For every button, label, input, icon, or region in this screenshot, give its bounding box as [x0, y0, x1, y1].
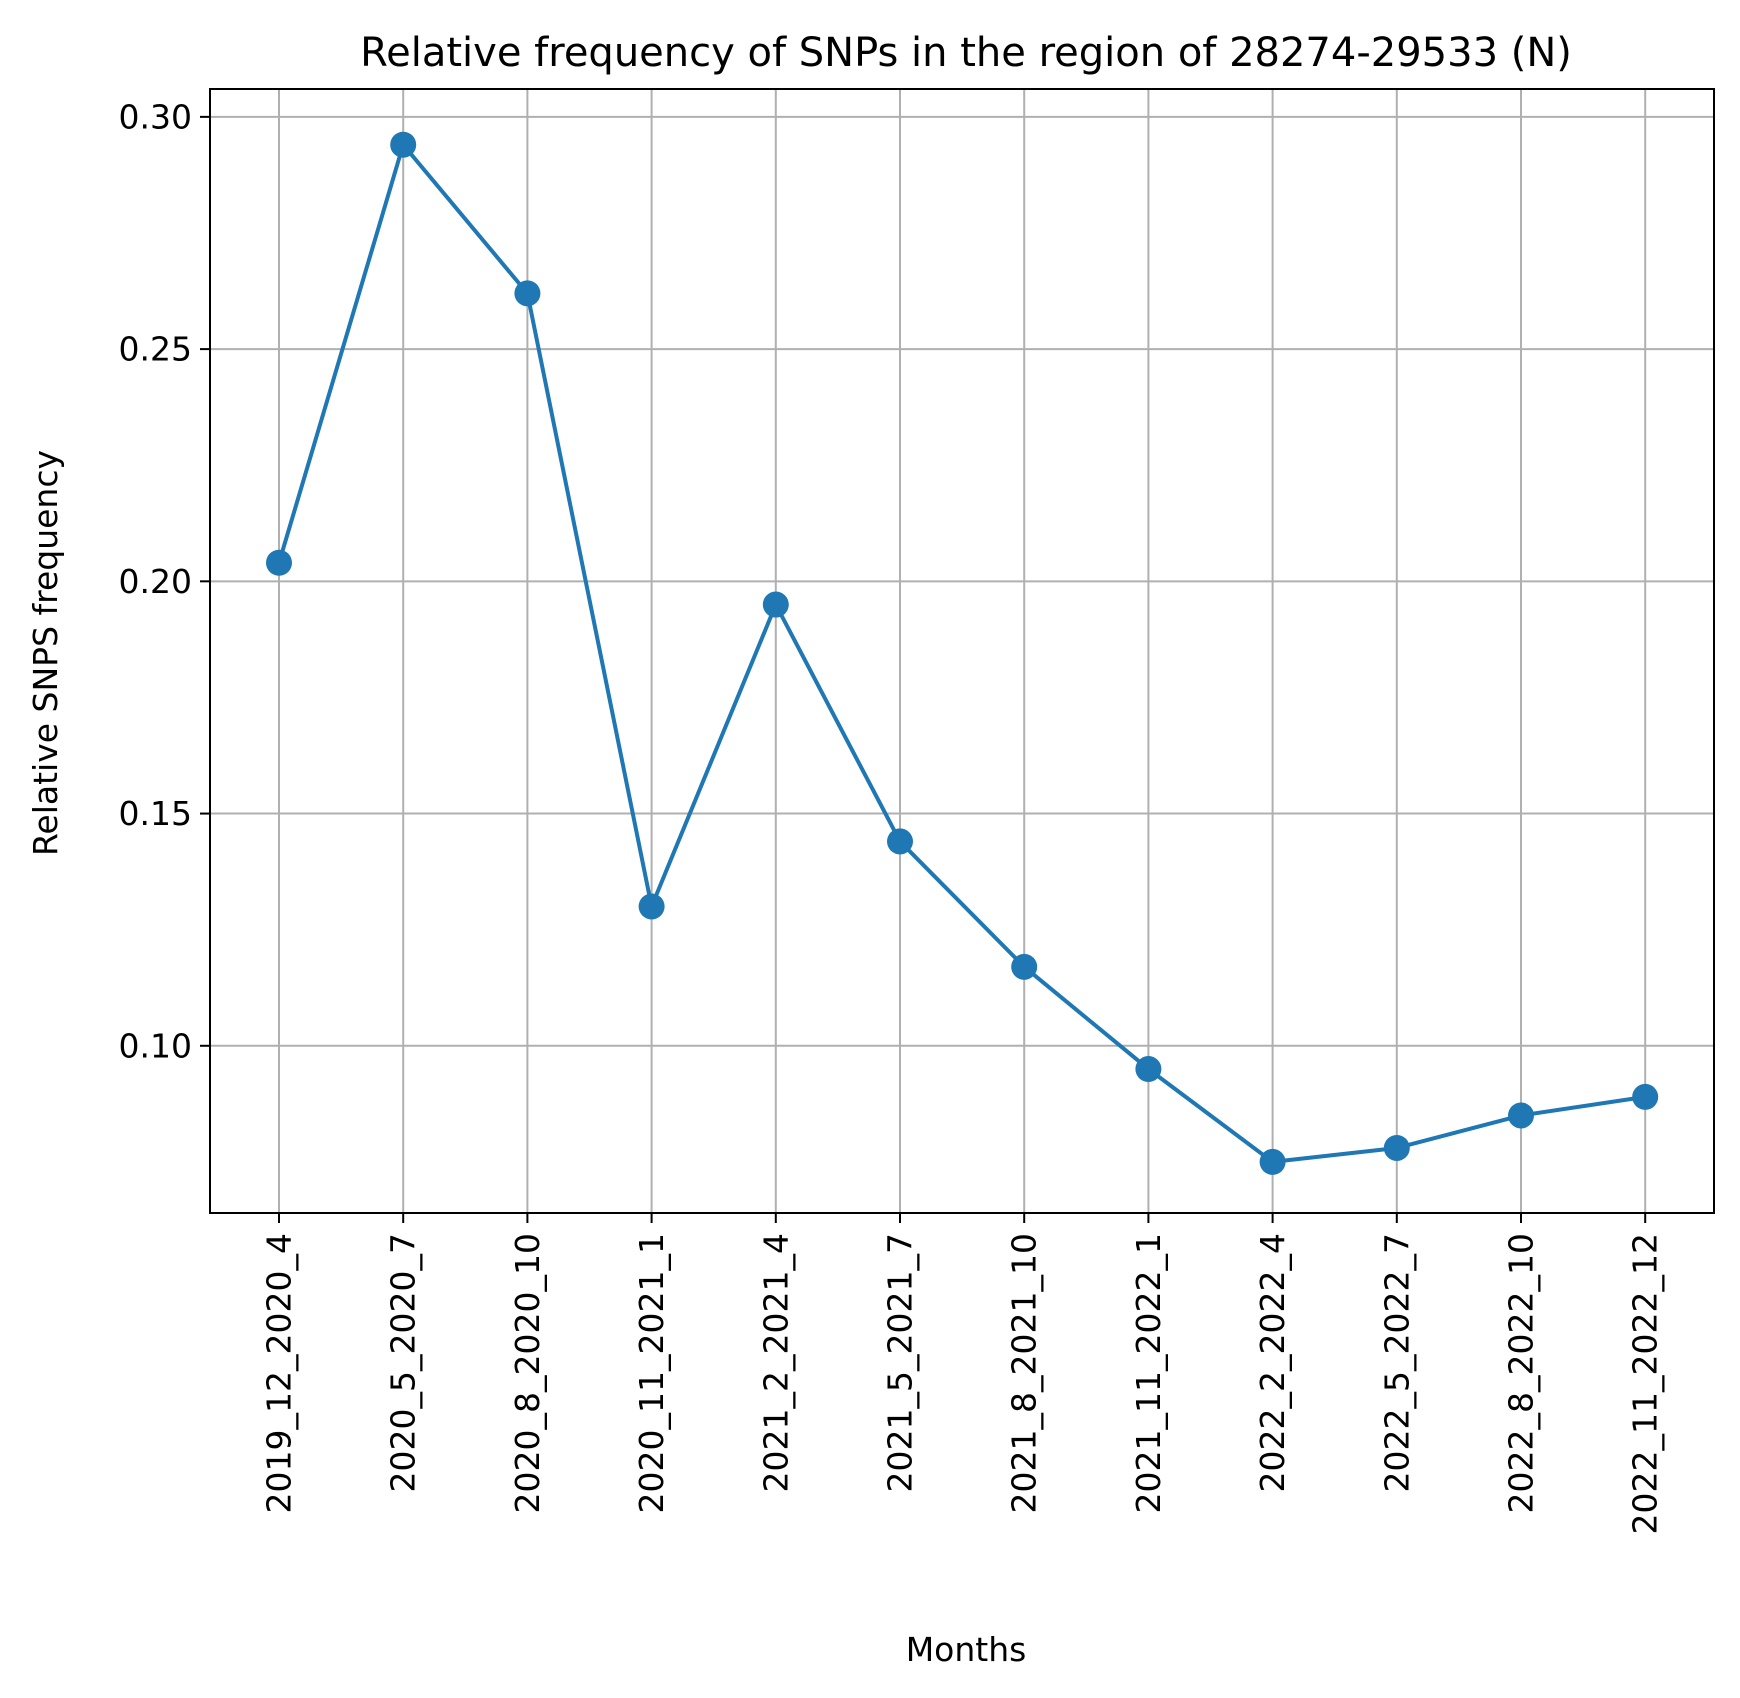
- data-point: [514, 280, 541, 307]
- x-tick-label: 2019_12_2020_4: [260, 1233, 299, 1513]
- x-tick-label: 2021_11_2022_1: [1129, 1233, 1168, 1513]
- chart-title: Relative frequency of SNPs in the region…: [360, 30, 1572, 76]
- x-tick-label: 2020_11_2021_1: [632, 1233, 671, 1513]
- data-point: [762, 591, 789, 618]
- series-layer: [266, 131, 1659, 1175]
- y-axis-label: Relative SNPS frequency: [26, 450, 65, 856]
- data-point: [1011, 953, 1038, 980]
- x-axis-label: Months: [906, 1630, 1027, 1669]
- x-tick-label: 2021_8_2021_10: [1005, 1233, 1044, 1513]
- y-tick-label: 0.20: [119, 562, 192, 601]
- data-point: [1508, 1102, 1534, 1129]
- data-point: [266, 549, 292, 576]
- x-tick-label: 2021_2_2021_4: [756, 1233, 795, 1492]
- y-tick-label: 0.30: [119, 97, 192, 136]
- x-tick-label: 2020_5_2020_7: [384, 1233, 423, 1492]
- data-point: [887, 828, 913, 855]
- data-point: [638, 893, 665, 920]
- grid: [210, 89, 1714, 1213]
- x-tick-label: 2022_8_2022_10: [1502, 1233, 1541, 1513]
- plot-frame: [209, 88, 1715, 1214]
- series-line: [277, 142, 1646, 1164]
- y-tick-label: 0.15: [119, 794, 192, 833]
- data-point: [1135, 1056, 1162, 1083]
- data-point: [1259, 1148, 1286, 1175]
- y-tick-label: 0.25: [119, 330, 192, 369]
- x-tick-label: 2022_2_2022_4: [1253, 1233, 1292, 1492]
- x-axis-ticks: 2019_12_2020_4 2020_5_2020_7 2020_8_2020_1…: [260, 1213, 1665, 1534]
- data-point: [390, 131, 417, 158]
- y-axis-ticks: 0.10 0.15 0.20 0.25 0.30: [119, 97, 210, 1065]
- x-tick-label: 2020_8_2020_10: [508, 1233, 547, 1513]
- x-tick-label: 2022_5_2022_7: [1377, 1233, 1416, 1492]
- y-tick-label: 0.10: [119, 1026, 192, 1065]
- x-tick-label: 2022_11_2022_12: [1626, 1233, 1665, 1534]
- data-point: [1383, 1134, 1410, 1161]
- x-tick-label: 2021_5_2021_7: [881, 1233, 920, 1492]
- data-point: [1632, 1083, 1659, 1110]
